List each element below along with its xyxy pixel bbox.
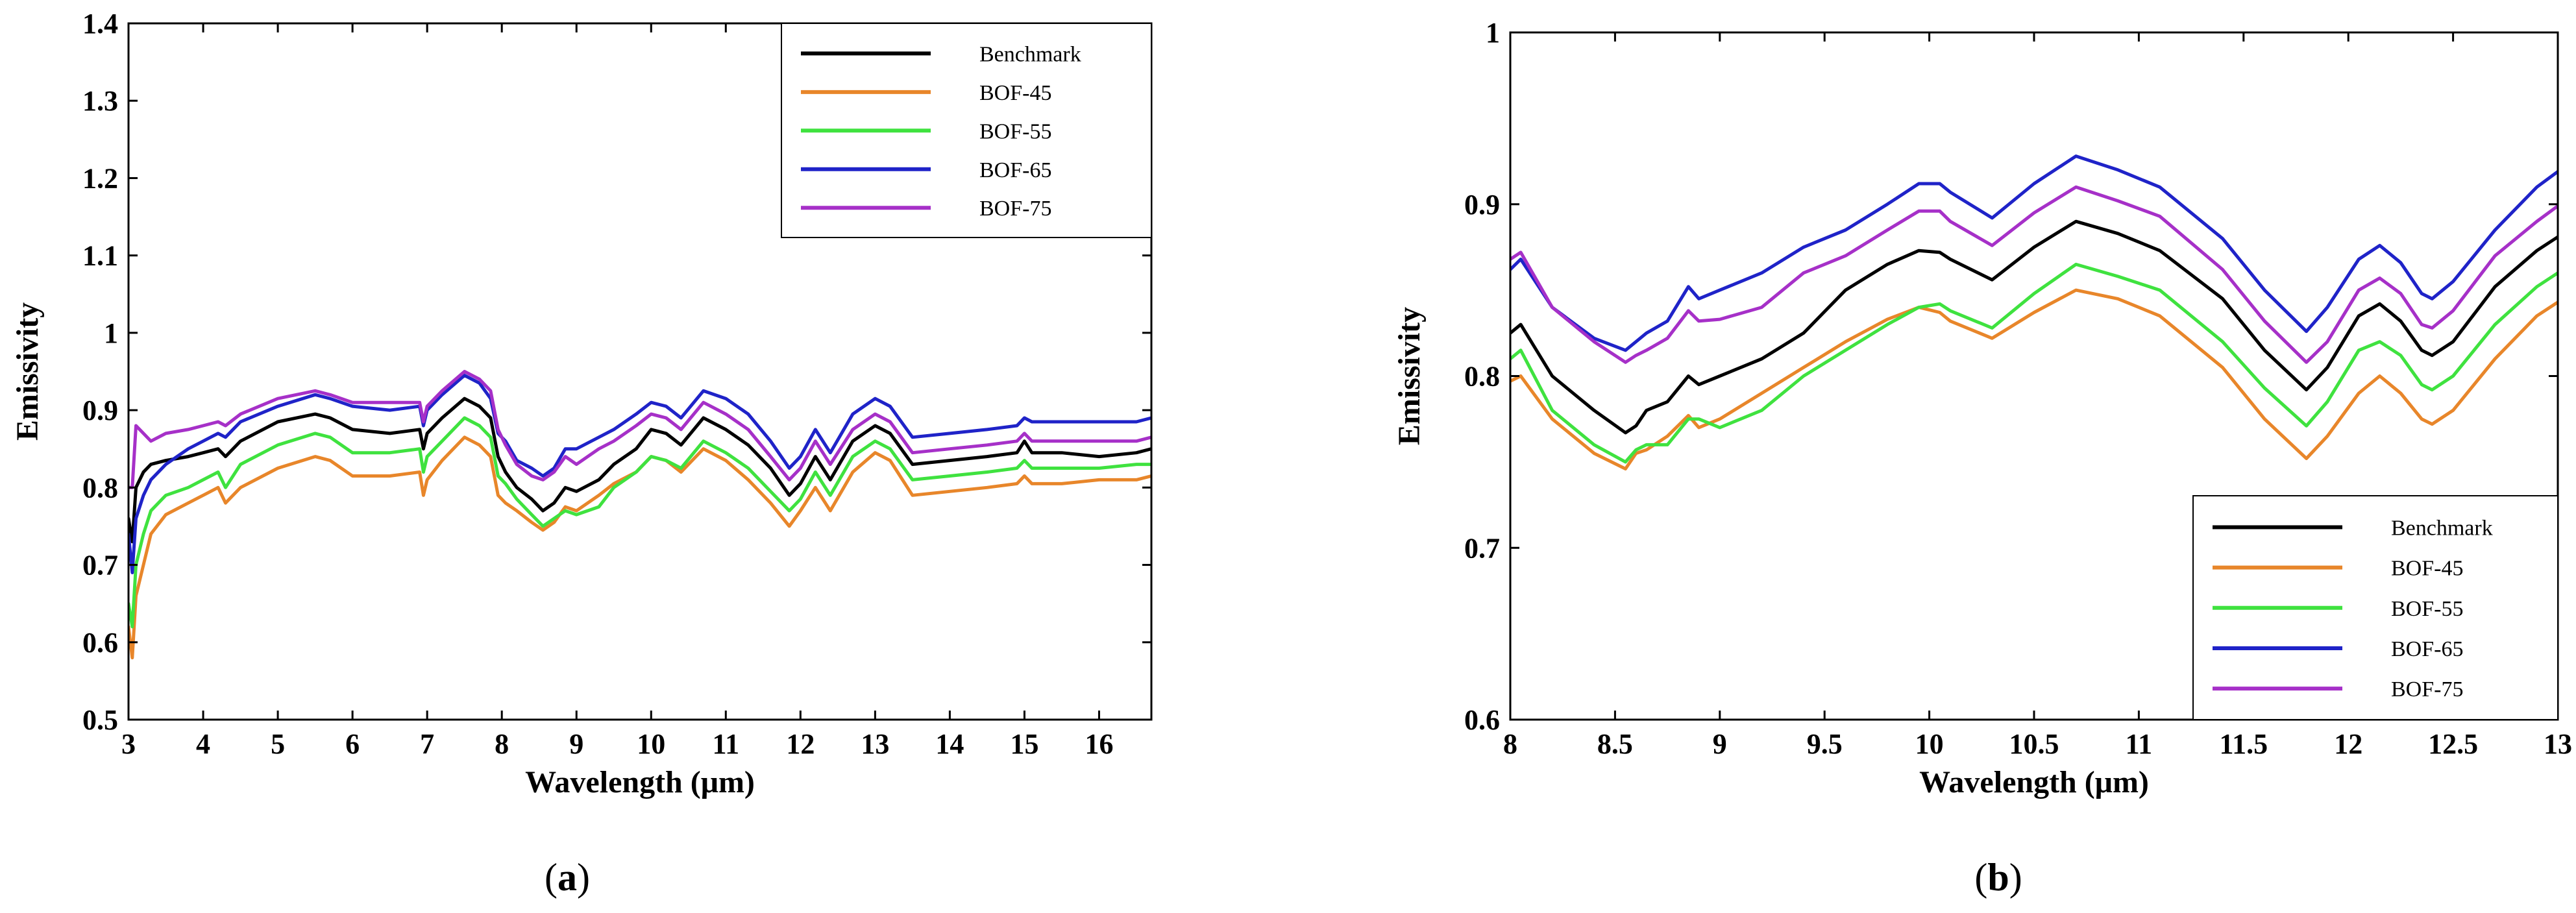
series-line-b-bof-45 [1510,288,2558,470]
x-tick-label-b: 11.5 [2220,728,2268,760]
x-tick-label-a: 16 [1085,728,1113,760]
series-line-b-benchmark [1510,219,2558,435]
series-line-a-bof-65 [129,374,1151,574]
legend-label-a-benchmark: Benchmark [979,42,1081,66]
plot-frame-a [127,22,1153,721]
legend-b: Benchmark BOF-45 BOF-55 BOF-65 BOF-75 [2192,495,2558,720]
x-tick-label-b: 12 [2334,728,2362,760]
y-tick-label-a: 0.5 [82,704,118,736]
x-tick-label-a: 12 [786,728,815,760]
legend-label-b-bof-55: BOF-55 [2391,597,2463,621]
x-axis-label-a: Wavelength (μm) [525,765,755,799]
x-tick-label-a: 5 [271,728,285,760]
x-tick-label-a: 15 [1010,728,1038,760]
chart-b: 8 8.5 9 9.5 10 10.5 11 11.5 12 12.5 13 0.6 0.7 0.8 0.9… [1392,17,2572,799]
y-tick-label-b: 0.7 [1464,532,1500,564]
x-tick-label-b: 8 [1503,728,1517,760]
x-tick-label-b: 10.5 [2009,728,2059,760]
x-tick-label-b: 10 [1915,728,1944,760]
x-tick-label-a: 10 [637,728,665,760]
series-line-b-bof-55 [1510,262,2558,464]
caption-a: (a) [545,856,590,899]
x-tick-label-a: 11 [713,728,740,760]
x-tick-label-a: 6 [345,728,360,760]
x-axis-label-b: Wavelength (μm) [1919,765,2149,799]
x-tick-label-a: 8 [495,728,509,760]
x-tick-label-b: 9 [1713,728,1727,760]
x-tick-label-b: 13 [2544,728,2572,760]
legend-label-a-bof-75: BOF-75 [979,197,1051,221]
y-tick-label-b: 0.8 [1464,361,1500,393]
y-tick-label-a: 0.7 [82,550,118,581]
chart-a: 3 4 5 6 7 8 9 10 11 12 13 14 15 16 0.5 0.6 0.7 0.8 0.9 1 1.1… [10,8,1153,799]
legend-label-a-bof-45: BOF-45 [979,81,1051,105]
x-tick-label-a: 4 [196,728,210,760]
y-tick-label-a: 1.2 [82,162,118,194]
series-group-a [129,370,1151,660]
series-line-b-bof-75 [1510,185,2558,364]
y-tick-label-a: 0.8 [82,472,118,504]
y-tick-label-a: 1.4 [82,8,118,40]
series-line-b-bof-65 [1510,154,2558,352]
y-axis-label-b: Emissivity [1392,307,1427,445]
x-tick-label-b: 12.5 [2428,728,2478,760]
legend-label-b-bof-75: BOF-75 [2391,677,2463,701]
legend-a: Benchmark BOF-45 BOF-55 BOF-65 BOF-75 [781,23,1152,238]
y-axis-label-a: Emissivity [10,302,45,441]
x-tick-label-b: 8.5 [1597,728,1633,760]
y-tick-label-b: 1 [1486,17,1500,49]
y-tick-label-a: 1.1 [82,240,118,272]
x-tick-label-a: 9 [569,728,583,760]
legend-label-b-bof-65: BOF-65 [2391,637,2463,661]
legend-label-b-benchmark: Benchmark [2391,516,2493,540]
y-tick-label-b: 0.9 [1464,189,1500,221]
legend-label-a-bof-55: BOF-55 [979,119,1051,143]
series-line-a-bof-75 [129,370,1151,489]
y-tick-label-a: 0.6 [82,627,118,659]
legend-label-b-bof-45: BOF-45 [2391,557,2463,581]
series-line-a-bof-55 [129,416,1151,629]
x-tick-label-a: 14 [935,728,964,760]
y-tick-label-a: 0.9 [82,395,118,426]
series-line-a-benchmark [129,396,1151,544]
legend-label-a-bof-65: BOF-65 [979,158,1051,182]
x-tick-label-a: 7 [420,728,434,760]
caption-b: (b) [1974,856,2022,899]
x-tick-label-b: 11 [2126,728,2153,760]
x-tick-label-b: 9.5 [1807,728,1843,760]
series-group-b [1510,154,2558,470]
x-tick-label-a: 13 [861,728,889,760]
y-tick-label-a: 1 [104,317,118,349]
y-tick-label-b: 0.6 [1464,704,1500,736]
x-tick-label-a: 3 [121,728,136,760]
y-tick-label-a: 1.3 [82,85,118,117]
